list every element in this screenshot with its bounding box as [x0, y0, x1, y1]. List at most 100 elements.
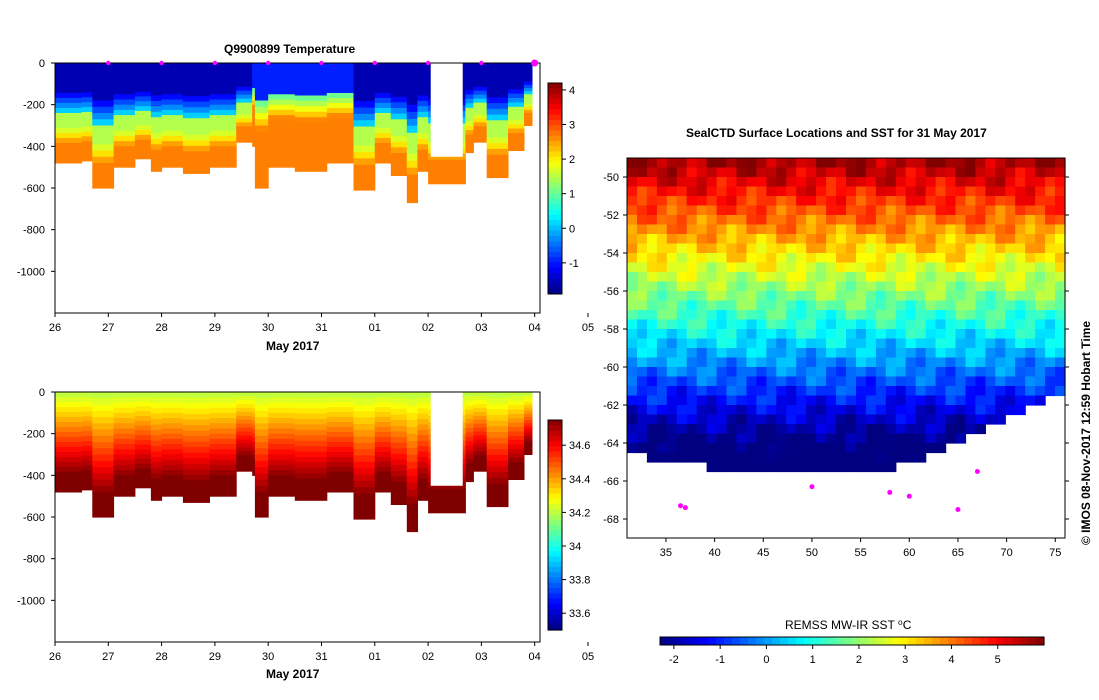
sst-colorbar-band — [796, 637, 805, 645]
sal-profile-cell — [294, 429, 328, 436]
sst-cell — [726, 386, 738, 397]
temp-profile-cell — [406, 153, 418, 162]
temp-profile-cell — [374, 123, 392, 129]
sst-cell — [905, 319, 917, 330]
sst-cell — [736, 205, 748, 216]
sst-cell — [836, 433, 847, 444]
sst-cell — [895, 452, 907, 463]
temp-profile-cell — [268, 141, 296, 147]
sst-cell — [865, 319, 877, 330]
sst-cell — [945, 224, 957, 235]
sal-profile-cell — [236, 459, 253, 464]
temp-profile-cell — [465, 89, 474, 95]
temp-profile-cell — [134, 110, 152, 117]
sst-cell — [1025, 234, 1036, 245]
sal-profile-cell — [406, 482, 418, 491]
sst-cell — [776, 386, 787, 397]
sst-cell — [955, 414, 967, 425]
sst-cell — [905, 300, 917, 311]
sst-cell — [836, 357, 847, 368]
temp-profile-cell — [473, 122, 488, 127]
sst-cell — [796, 205, 807, 216]
sst-cell — [686, 367, 698, 378]
temp-profile-cell — [113, 83, 136, 90]
sst-cell — [666, 405, 678, 416]
sst-cell — [706, 224, 718, 235]
sst-cell — [975, 186, 986, 197]
sst-cell — [637, 405, 648, 416]
temp-profile-cell — [390, 74, 408, 81]
sal-profile-cell — [390, 403, 408, 410]
surface-marker — [531, 59, 539, 67]
sst-cell — [806, 243, 817, 254]
surface-marker — [372, 60, 377, 66]
sst-cell — [856, 234, 867, 245]
sal-profile-cell — [390, 493, 408, 500]
sal-profile-cell — [294, 457, 328, 463]
sst-cell — [706, 357, 718, 368]
sst-cell — [656, 424, 668, 435]
sst-cell — [836, 386, 847, 397]
sal-profile-cell — [294, 489, 328, 496]
sst-cell — [935, 338, 947, 349]
sal-profile-cell — [417, 451, 429, 458]
sal-profile-cell — [486, 466, 509, 473]
sst-cell — [1015, 186, 1026, 197]
sal-profile-cell — [465, 418, 474, 424]
sst-cell — [965, 357, 977, 368]
sst-cell — [706, 414, 718, 425]
sst-cell — [985, 224, 996, 235]
temp-xtick-label: 28 — [155, 322, 167, 334]
sst-cell — [1005, 300, 1016, 311]
sst-cell — [955, 367, 967, 378]
sal-profile-cell — [268, 485, 296, 492]
sst-cell — [637, 215, 648, 226]
sst-cell — [985, 262, 996, 273]
sst-cell — [786, 386, 797, 397]
sst-cell — [826, 253, 837, 264]
sst-cell — [716, 405, 728, 416]
temp-profile-cell — [486, 68, 509, 75]
sst-cell — [955, 234, 967, 245]
sst-colorbar-band — [964, 637, 973, 645]
temp-profile-cell — [113, 151, 136, 158]
temp-profile-cell — [81, 146, 93, 152]
sst-cell — [945, 272, 957, 283]
temp-profile-cell — [428, 171, 466, 179]
sst-cell — [646, 186, 658, 197]
sst-cell — [905, 253, 917, 264]
sst-cell — [895, 196, 907, 207]
sst-cell — [816, 376, 827, 387]
sal-profile-cell — [81, 416, 93, 422]
sst-cell — [846, 386, 857, 397]
sal-profile-cell — [113, 397, 136, 403]
sst-cell — [985, 215, 996, 226]
temp-profile-cell — [374, 78, 392, 84]
sal-profile-cell — [209, 449, 237, 455]
temp-profile-cell — [55, 148, 83, 154]
sal-profile-cell — [254, 504, 269, 512]
sst-cell — [1025, 215, 1036, 226]
temp-profile-cell — [294, 73, 328, 80]
temp-profile-cell — [417, 90, 429, 96]
sst-cell — [856, 196, 867, 207]
sst-cell — [975, 310, 986, 321]
sal-profile-cell — [252, 450, 256, 455]
sal-profile-cell — [524, 413, 533, 418]
sst-cell — [975, 338, 986, 349]
sst-cell — [935, 329, 947, 340]
sst-cell — [1045, 262, 1056, 273]
sst-cell — [935, 310, 947, 321]
temp-profile-cell — [161, 156, 184, 163]
temp-colorbar-band — [548, 162, 562, 168]
sal-profile-cell — [417, 397, 429, 404]
sst-cell — [786, 243, 797, 254]
sst-cell — [786, 433, 797, 444]
sst-colorbar-band — [756, 637, 765, 645]
sst-cell — [975, 272, 986, 283]
temp-colorbar-band — [548, 98, 562, 105]
temp-profile-cell — [252, 125, 256, 131]
sst-colorbar-band — [780, 637, 789, 645]
temp-profile-cell — [81, 102, 93, 108]
sst-cell — [706, 262, 718, 273]
